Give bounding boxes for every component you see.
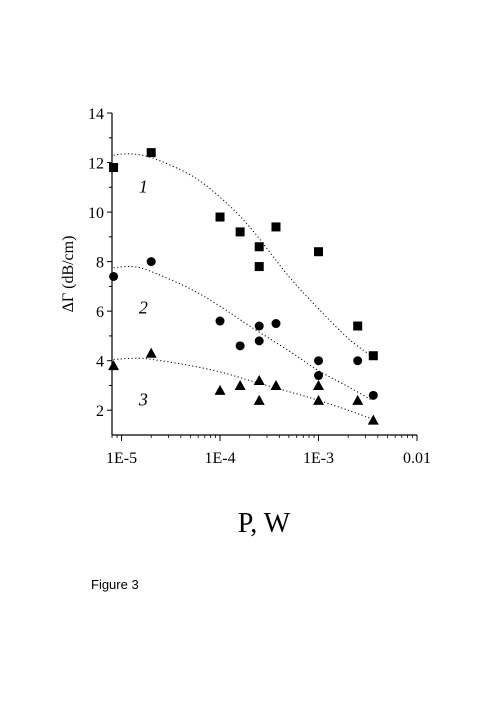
y-tick-label: 2 — [96, 403, 104, 420]
series-label-2: 2 — [139, 298, 148, 318]
y-tick-label: 6 — [96, 304, 104, 321]
series-labels: 1 2 3 — [138, 176, 148, 409]
data-point-square — [254, 242, 264, 252]
data-points — [108, 148, 379, 425]
data-point-square — [109, 162, 119, 172]
figure-caption: Figure 3 — [91, 577, 139, 592]
data-point-circle — [254, 336, 264, 346]
data-point-circle — [109, 271, 119, 281]
y-tick-label: 4 — [96, 354, 104, 371]
data-point-triangle — [234, 379, 246, 390]
series-label-3: 3 — [138, 389, 148, 409]
data-point-square — [146, 148, 156, 158]
data-point-square — [314, 247, 324, 257]
data-point-square — [235, 227, 245, 237]
data-point-triangle — [313, 379, 325, 390]
data-point-circle — [235, 341, 245, 351]
x-tick-label: 1E-4 — [204, 450, 235, 467]
y-axis-label: ΔΓ (dB/cm) — [60, 236, 77, 313]
data-point-triangle — [145, 347, 157, 358]
data-point-square — [271, 222, 281, 232]
axes — [111, 113, 417, 436]
x-ticks: 1E-5 1E-4 1E-3 0.01 — [106, 435, 431, 467]
series-label-1: 1 — [139, 176, 148, 196]
fit-curve-1 — [113, 153, 375, 359]
data-point-circle — [353, 356, 363, 366]
data-point-circle — [368, 390, 378, 400]
fit-curves — [113, 153, 375, 420]
data-point-square — [368, 351, 378, 361]
x-tick-label: 0.01 — [403, 450, 431, 467]
fit-curve-2 — [113, 265, 373, 401]
x-axis-label: P, W — [238, 508, 291, 539]
y-tick-label: 8 — [96, 255, 104, 272]
data-point-circle — [254, 321, 264, 331]
x-tick-label: 1E-5 — [106, 450, 137, 467]
data-point-circle — [271, 319, 281, 329]
data-point-square — [353, 321, 363, 331]
data-point-circle — [146, 257, 156, 267]
data-point-triangle — [270, 379, 282, 390]
data-point-triangle — [352, 394, 364, 405]
x-tick-label: 1E-3 — [303, 450, 334, 467]
data-point-triangle — [253, 394, 265, 405]
data-point-triangle — [367, 414, 379, 425]
y-tick-label: 10 — [88, 205, 104, 222]
data-point-circle — [314, 371, 324, 381]
data-point-square — [254, 262, 264, 272]
data-point-triangle — [253, 375, 265, 386]
y-ticks: 2 4 6 8 10 12 14 — [88, 106, 112, 420]
y-tick-label: 12 — [88, 156, 104, 173]
data-point-square — [215, 212, 225, 222]
data-point-triangle — [214, 384, 226, 395]
y-tick-label: 14 — [88, 106, 104, 123]
fit-curve-3 — [113, 357, 373, 420]
data-point-circle — [314, 356, 324, 366]
data-point-triangle — [313, 394, 325, 405]
data-point-triangle — [108, 360, 120, 371]
data-point-circle — [215, 316, 225, 326]
